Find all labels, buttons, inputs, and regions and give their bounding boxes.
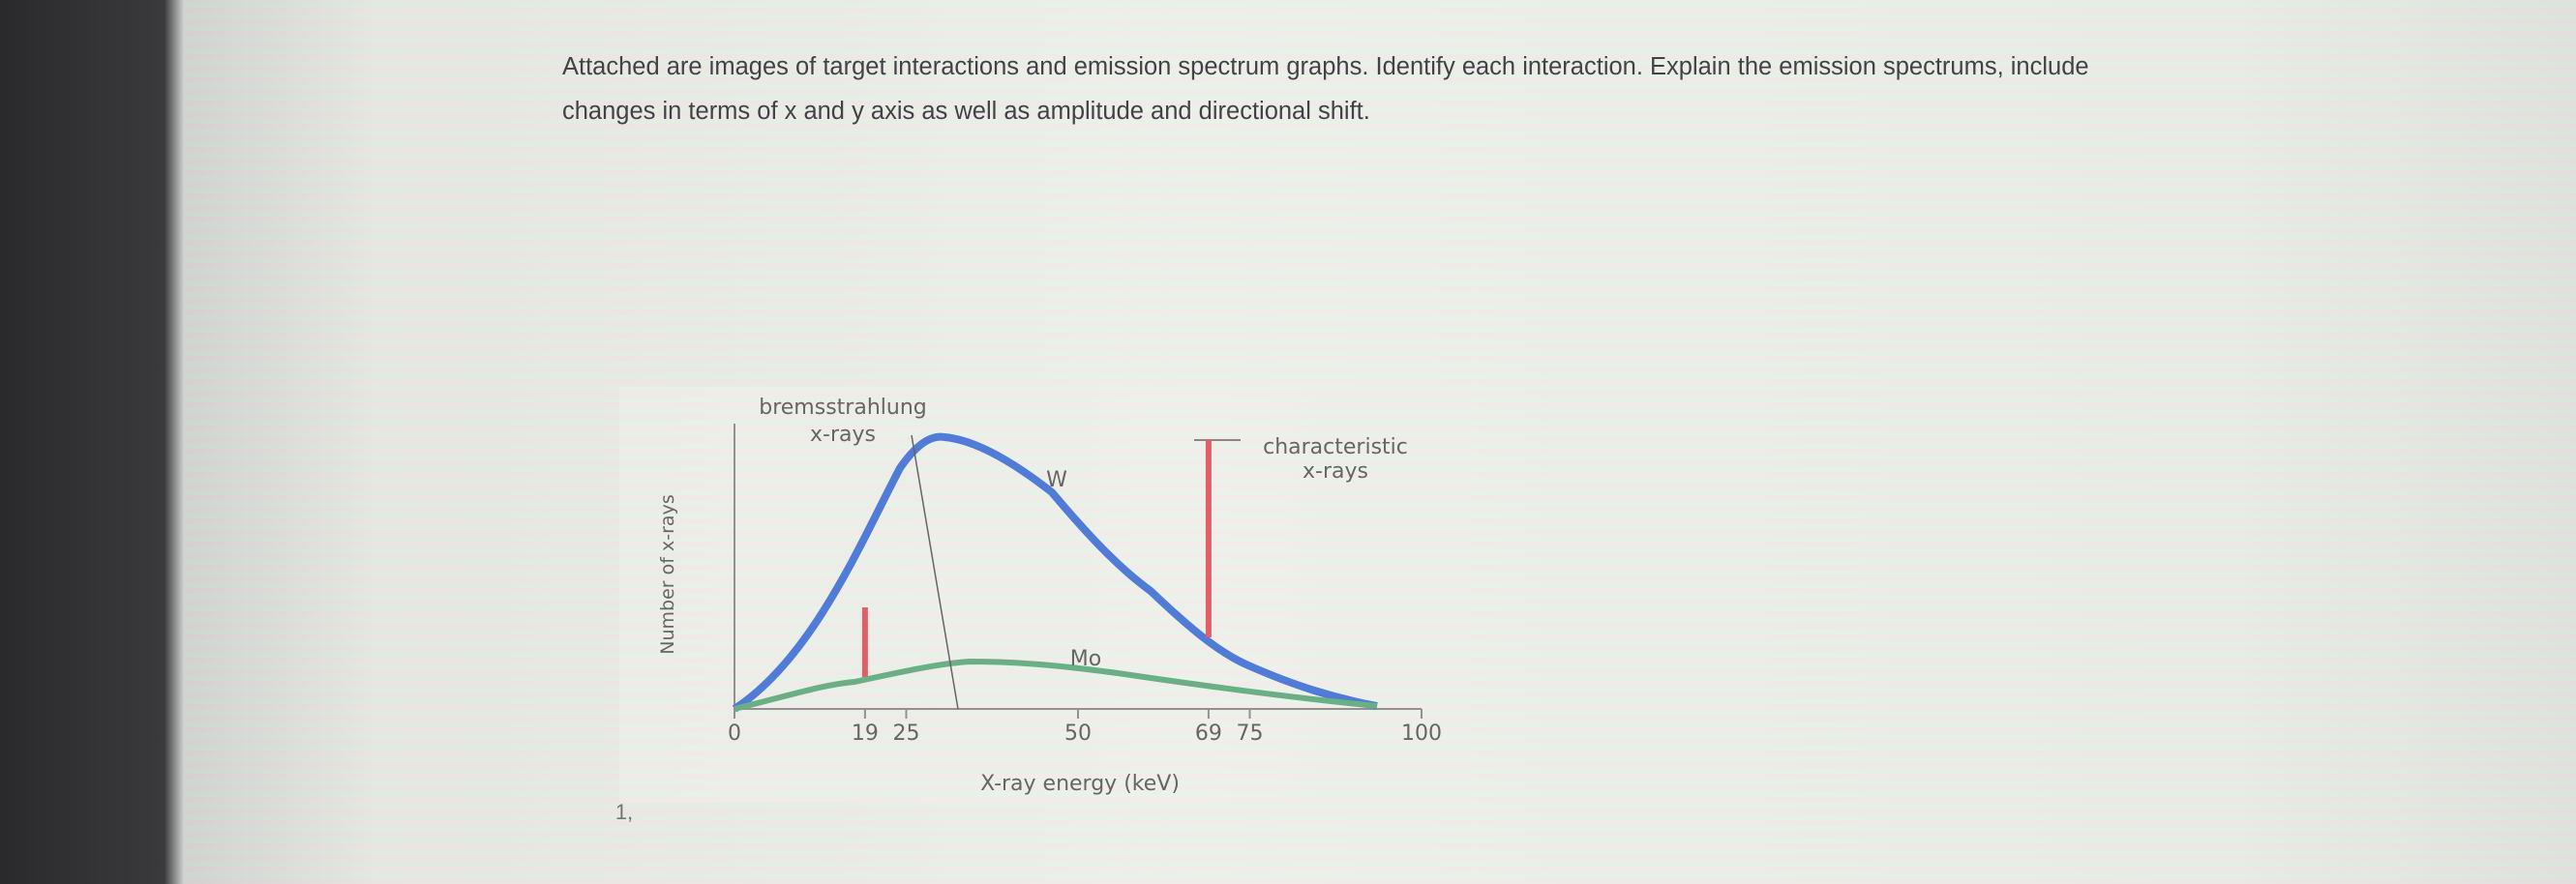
instruction-line: Attached are images of target interactio… bbox=[562, 53, 2089, 80]
instructions: Attached are images of target interactio… bbox=[562, 44, 2089, 133]
annotation: characteristic bbox=[1263, 435, 1408, 459]
instruction-line: changes in terms of x and y axis as well… bbox=[562, 98, 1370, 125]
y-axis-label: Number of x-rays bbox=[657, 494, 678, 654]
annotation: x-rays bbox=[810, 423, 876, 447]
annotation: Mo bbox=[1070, 647, 1101, 671]
x-tick-label: 75 bbox=[1237, 722, 1264, 746]
x-tick-label: 50 bbox=[1064, 722, 1092, 746]
annotation: W bbox=[1046, 468, 1067, 492]
x-tick-label: 100 bbox=[1401, 722, 1442, 746]
w-curve bbox=[732, 432, 1378, 713]
x-tick-label: 69 bbox=[1195, 722, 1222, 746]
x-axis-label: X-ray energy (keV) bbox=[980, 772, 1180, 796]
figure-background bbox=[619, 387, 1471, 803]
annotation: bremsstrahlung bbox=[759, 396, 926, 420]
question-number: 1, bbox=[615, 800, 633, 824]
x-tick-label: 25 bbox=[893, 722, 920, 746]
x-tick-label: 0 bbox=[728, 722, 741, 746]
annotation: x-rays bbox=[1303, 459, 1368, 484]
mo-curve bbox=[734, 658, 1378, 712]
pointer-line bbox=[911, 434, 959, 710]
x-tick-label: 19 bbox=[852, 722, 879, 746]
